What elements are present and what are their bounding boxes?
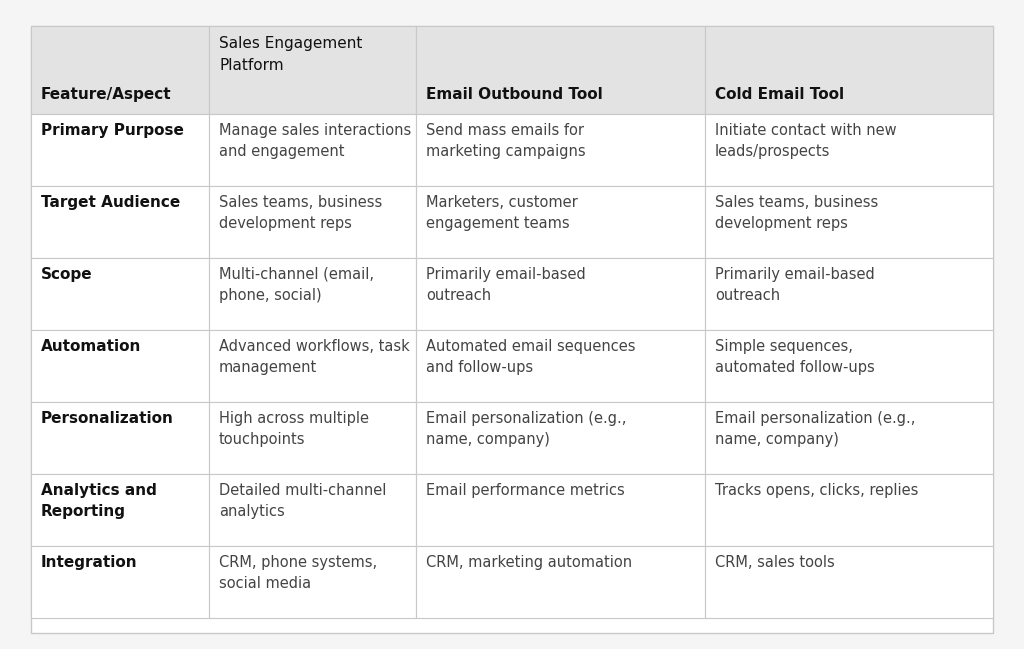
Text: Automated email sequences
and follow-ups: Automated email sequences and follow-ups — [426, 339, 636, 375]
Text: Primary Purpose: Primary Purpose — [41, 123, 184, 138]
Bar — [705, 402, 993, 474]
Bar — [31, 546, 209, 618]
Text: Simple sequences,
automated follow-ups: Simple sequences, automated follow-ups — [715, 339, 874, 375]
Bar — [705, 186, 993, 258]
Bar — [705, 26, 993, 114]
Text: Email performance metrics: Email performance metrics — [426, 483, 625, 498]
Bar — [209, 474, 416, 546]
Bar — [209, 114, 416, 186]
Text: Manage sales interactions
and engagement: Manage sales interactions and engagement — [219, 123, 412, 159]
Text: Primarily email-based
outreach: Primarily email-based outreach — [715, 267, 874, 303]
Bar — [31, 474, 209, 546]
Text: Marketers, customer
engagement teams: Marketers, customer engagement teams — [426, 195, 578, 231]
Bar — [31, 330, 209, 402]
Bar — [209, 26, 416, 114]
Bar — [416, 330, 705, 402]
Text: Tracks opens, clicks, replies: Tracks opens, clicks, replies — [715, 483, 919, 498]
Bar — [31, 402, 209, 474]
Bar — [31, 186, 209, 258]
Text: Target Audience: Target Audience — [41, 195, 180, 210]
Text: Advanced workflows, task
management: Advanced workflows, task management — [219, 339, 410, 375]
Bar — [31, 114, 209, 186]
Bar — [416, 258, 705, 330]
Text: CRM, sales tools: CRM, sales tools — [715, 555, 835, 570]
Text: Send mass emails for
marketing campaigns: Send mass emails for marketing campaigns — [426, 123, 586, 159]
Bar — [705, 258, 993, 330]
Text: Initiate contact with new
leads/prospects: Initiate contact with new leads/prospect… — [715, 123, 896, 159]
Bar — [31, 258, 209, 330]
Bar — [416, 186, 705, 258]
Text: Primarily email-based
outreach: Primarily email-based outreach — [426, 267, 586, 303]
Text: Scope: Scope — [41, 267, 92, 282]
Bar — [209, 330, 416, 402]
Text: Multi-channel (email,
phone, social): Multi-channel (email, phone, social) — [219, 267, 374, 303]
Bar — [416, 26, 705, 114]
Text: Cold Email Tool: Cold Email Tool — [715, 87, 844, 102]
Text: Sales teams, business
development reps: Sales teams, business development reps — [715, 195, 878, 231]
Text: Analytics and
Reporting: Analytics and Reporting — [41, 483, 157, 519]
Text: Personalization: Personalization — [41, 411, 174, 426]
Text: CRM, phone systems,
social media: CRM, phone systems, social media — [219, 555, 377, 591]
Text: High across multiple
touchpoints: High across multiple touchpoints — [219, 411, 369, 447]
Bar — [705, 474, 993, 546]
Text: Feature/Aspect: Feature/Aspect — [41, 87, 172, 102]
Bar — [209, 546, 416, 618]
Text: CRM, marketing automation: CRM, marketing automation — [426, 555, 632, 570]
Bar — [31, 26, 209, 114]
Bar — [209, 402, 416, 474]
Text: Integration: Integration — [41, 555, 137, 570]
Bar — [416, 114, 705, 186]
Bar — [705, 330, 993, 402]
Text: Detailed multi-channel
analytics: Detailed multi-channel analytics — [219, 483, 386, 519]
Bar — [416, 546, 705, 618]
Bar — [705, 546, 993, 618]
Text: Email personalization (e.g.,
name, company): Email personalization (e.g., name, compa… — [426, 411, 627, 447]
Text: Sales Engagement
Platform: Sales Engagement Platform — [219, 36, 362, 73]
Text: Automation: Automation — [41, 339, 141, 354]
Text: Email personalization (e.g.,
name, company): Email personalization (e.g., name, compa… — [715, 411, 915, 447]
Bar — [416, 474, 705, 546]
Bar — [209, 258, 416, 330]
Text: Sales teams, business
development reps: Sales teams, business development reps — [219, 195, 382, 231]
Bar — [705, 114, 993, 186]
Text: Email Outbound Tool: Email Outbound Tool — [426, 87, 603, 102]
Bar — [209, 186, 416, 258]
Bar — [416, 402, 705, 474]
